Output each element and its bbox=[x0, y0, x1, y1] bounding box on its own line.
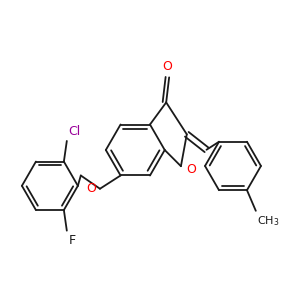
Text: O: O bbox=[162, 60, 172, 73]
Text: Cl: Cl bbox=[68, 125, 80, 138]
Text: O: O bbox=[86, 182, 96, 195]
Text: CH$_3$: CH$_3$ bbox=[257, 214, 280, 227]
Text: O: O bbox=[186, 163, 196, 176]
Text: F: F bbox=[68, 234, 75, 247]
